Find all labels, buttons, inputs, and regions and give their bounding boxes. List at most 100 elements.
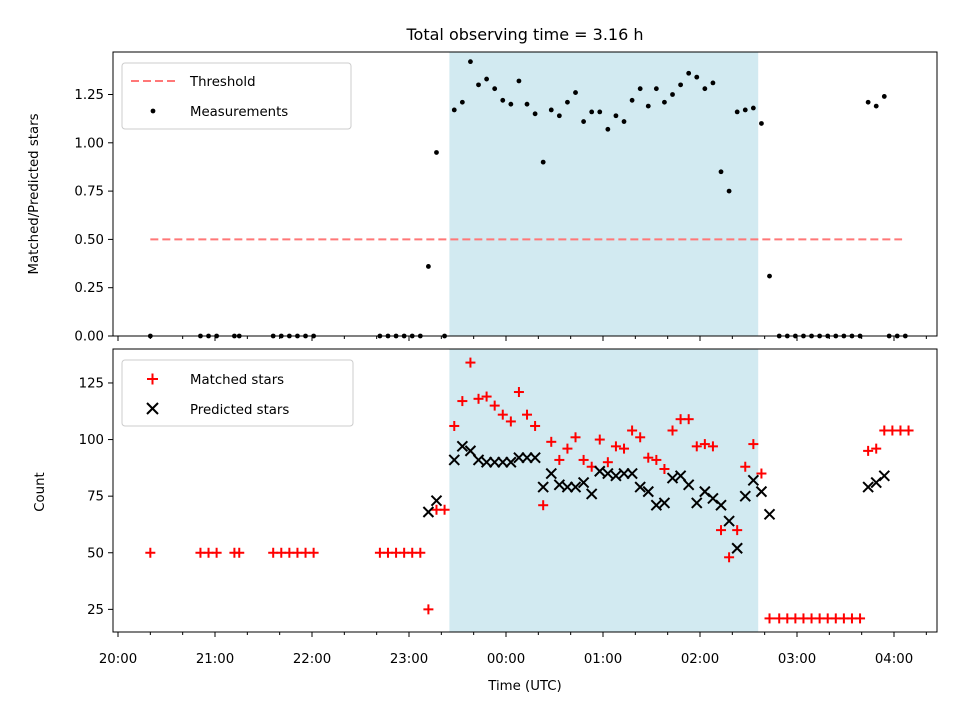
predicted-star-diag2 [472, 454, 485, 466]
legend-predicted-swatch [146, 402, 159, 415]
predicted-star-diag2 [602, 467, 614, 480]
predicted-star-point [448, 454, 460, 466]
legend-predicted-label: Predicted stars [190, 403, 289, 418]
measurement-point [508, 101, 514, 107]
predicted-star-point [723, 515, 735, 527]
measurement-point [581, 119, 586, 124]
top-observing-window-shade [449, 52, 759, 336]
predicted-star-diag2 [682, 479, 695, 491]
predicted-star-diag2 [739, 490, 751, 502]
matched-star-point [683, 414, 694, 425]
bottom-y-tick-label: 25 [87, 603, 104, 618]
measurement-point [767, 273, 772, 279]
measurement-point [500, 97, 506, 103]
predicted-star-point [763, 508, 776, 520]
matched-star-point [863, 445, 874, 456]
measurement-point [742, 107, 748, 113]
matched-star-point [439, 504, 450, 515]
bottom-x-tick-label: 23:00 [390, 652, 428, 667]
measurement-point [670, 92, 675, 97]
predicted-star-diag2 [674, 470, 687, 482]
predicted-star-diag2 [658, 497, 671, 509]
bottom-y-tick-label: 100 [79, 433, 104, 448]
predicted-star-diag2 [755, 485, 768, 498]
predicted-star-diag2 [537, 481, 549, 493]
top-y-tick-label: 0.75 [74, 185, 104, 200]
predicted-star-diag2 [634, 481, 646, 493]
bottom-x-tick-label: 02:00 [681, 652, 719, 667]
matched-star-point [619, 443, 630, 454]
predicted-star-diag2 [699, 485, 711, 498]
predicted-star-point [674, 470, 687, 482]
predicted-star-point [464, 445, 477, 457]
predicted-star-diag2 [422, 506, 435, 518]
predicted-star-point [642, 485, 654, 498]
measurement-point [597, 109, 603, 115]
matched-star-point [308, 547, 319, 558]
bottom-x-tick-label: 03:00 [778, 652, 816, 667]
predicted-star-point [691, 497, 703, 509]
matched-star-point [234, 547, 245, 558]
measurement-point [881, 94, 887, 99]
matched-star-point [610, 441, 621, 452]
predicted-star-diag2 [618, 467, 630, 480]
predicted-star-point [430, 494, 443, 507]
measurement-point [645, 103, 651, 109]
matched-star-point [211, 547, 222, 558]
predicted-star-point [731, 542, 743, 554]
bottom-observing-window-shade [449, 349, 759, 632]
measurement-point [484, 76, 489, 82]
measurement-point [426, 264, 431, 269]
predicted-star-diag2 [715, 499, 727, 511]
matched-star-point [578, 454, 589, 465]
predicted-star-point [497, 456, 509, 468]
matched-star-point [457, 396, 468, 407]
predicted-star-diag2 [723, 515, 735, 527]
predicted-star-point [585, 488, 598, 500]
matched-star-point [724, 552, 735, 563]
matched-star-point [562, 443, 573, 454]
measurement-point [759, 121, 764, 126]
measurement-point [873, 103, 879, 109]
predicted-star-point [505, 456, 517, 468]
predicted-star-point [553, 479, 566, 491]
top-axes-frame [112, 51, 938, 337]
matched-star-point [473, 393, 484, 404]
bottom-y-tick-label: 125 [79, 376, 104, 391]
matched-star-point [659, 463, 670, 474]
matched-star-point [449, 420, 460, 431]
measurement-point [573, 90, 578, 95]
measurement-point [476, 82, 481, 88]
matched-star-point [903, 425, 914, 436]
top-y-axis-label: Matched/Predicted stars [27, 113, 42, 274]
legend-matched-label: Matched stars [190, 373, 284, 388]
top-y-tick-label: 1.00 [74, 136, 104, 151]
matched-star-point [489, 400, 500, 411]
measurement-point [613, 113, 619, 119]
measurement-point [734, 109, 740, 115]
predicted-star-point [739, 490, 751, 502]
top-y-tick-label: 0.25 [74, 281, 104, 296]
predicted-star-point [666, 472, 679, 484]
predicted-star-diag2 [561, 481, 574, 493]
predicted-star-point [610, 470, 622, 482]
measurement-point [605, 126, 611, 132]
matched-star-point [699, 439, 710, 450]
predicted-star-diag2 [464, 445, 477, 457]
predicted-star-point [715, 499, 727, 511]
matched-star-point [570, 432, 581, 443]
matched-star-point [871, 443, 882, 454]
matched-star-point [538, 500, 549, 511]
measurement-point [540, 159, 546, 165]
predicted-star-diag2 [488, 456, 501, 468]
bottom-axes-frame [112, 348, 938, 633]
measurement-point [718, 169, 724, 175]
matched-star-point [554, 454, 565, 465]
top-y-tick-label: 0.00 [74, 330, 104, 345]
top-marks [147, 59, 908, 339]
measurement-point [726, 188, 732, 194]
measurement-point [516, 78, 522, 84]
matched-star-point [423, 604, 434, 615]
predicted-star-diag2 [691, 497, 703, 509]
predicted-star-diag2 [456, 440, 469, 453]
